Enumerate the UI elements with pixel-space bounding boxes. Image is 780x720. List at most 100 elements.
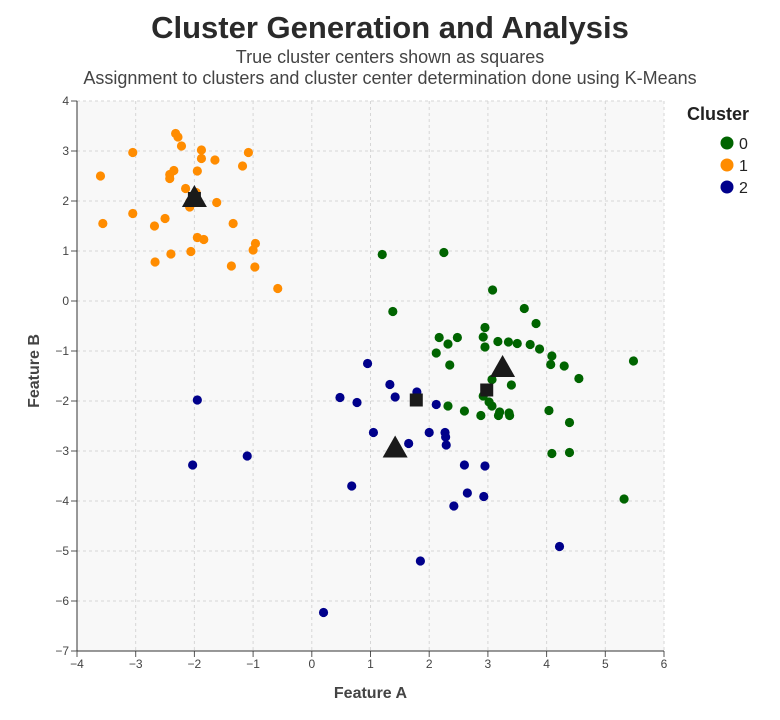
data-point-cluster-1 — [228, 218, 238, 229]
data-point-cluster-1 — [212, 197, 222, 208]
data-point-cluster-2 — [479, 491, 489, 502]
data-point-cluster-0 — [388, 306, 398, 317]
data-point-cluster-0 — [493, 336, 503, 347]
cluster-centers — [181, 185, 516, 458]
data-point-cluster-2 — [335, 392, 345, 403]
data-point-cluster-2 — [390, 392, 400, 402]
data-point-cluster-0 — [519, 303, 529, 314]
data-point-cluster-2 — [441, 440, 451, 450]
y-tick-label: −5 — [55, 544, 69, 558]
data-point-cluster-1 — [186, 246, 196, 257]
data-point-cluster-0 — [377, 249, 387, 260]
axes: −4 −3 −2 −1 0 1 2 3 4 5 6 −7 −6 −5 −4 −3 −2 −1 0 1 2 3 4 — [55, 94, 667, 671]
data-point-cluster-0 — [487, 401, 497, 411]
y-tick-label: 0 — [62, 294, 69, 308]
data-point-cluster-0 — [564, 447, 575, 458]
data-point-cluster-1 — [237, 161, 248, 171]
data-point-cluster-1 — [273, 283, 283, 294]
x-tick-label: −2 — [188, 657, 202, 671]
chart-subtitle-line-2: Assignment to clusters and cluster cente… — [83, 68, 697, 88]
data-point-cluster-2 — [424, 427, 434, 438]
data-point-cluster-0 — [452, 332, 462, 343]
data-point-cluster-1 — [180, 183, 191, 194]
x-tick-label: 3 — [485, 657, 492, 671]
data-point-cluster-1 — [98, 218, 108, 229]
data-point-cluster-1 — [166, 249, 176, 259]
data-point-cluster-1 — [196, 145, 207, 155]
data-point-cluster-0 — [493, 410, 504, 421]
data-point-cluster-0 — [443, 401, 453, 411]
data-point-cluster-2 — [431, 399, 441, 410]
data-point-cluster-0 — [434, 332, 444, 343]
x-axis-label: Feature A — [334, 685, 408, 702]
data-point-cluster-2 — [480, 461, 490, 471]
y-tick-label: −3 — [55, 444, 69, 458]
data-point-cluster-2 — [368, 427, 379, 438]
y-tick-label: 3 — [62, 144, 69, 158]
data-point-cluster-0 — [546, 359, 556, 370]
data-point-cluster-1 — [95, 171, 106, 181]
data-point-cluster-1 — [165, 173, 175, 184]
data-point-cluster-2 — [242, 451, 252, 461]
y-tick-label: −4 — [55, 494, 69, 508]
data-point-cluster-2 — [441, 432, 451, 442]
grid-lines — [76, 100, 665, 652]
data-point-cluster-2 — [352, 397, 362, 408]
data-point-cluster-0 — [531, 318, 541, 329]
x-tick-label: 1 — [367, 657, 374, 671]
data-point-cluster-2 — [192, 395, 202, 405]
data-point-cluster-1 — [128, 147, 138, 158]
x-tick-label: 5 — [602, 657, 609, 671]
data-point-cluster-1 — [210, 155, 220, 165]
data-point-cluster-2 — [459, 460, 470, 470]
kmeans-center-triangle — [490, 355, 516, 377]
data-point-cluster-2 — [362, 358, 373, 369]
x-tick-label: 2 — [426, 657, 433, 671]
x-tick-label: −3 — [129, 657, 143, 671]
data-point-cluster-2 — [188, 460, 198, 470]
data-point-cluster-1 — [149, 221, 160, 231]
data-point-cluster-0 — [443, 339, 453, 349]
x-tick-label: −1 — [246, 657, 260, 671]
legend-marker-cluster-0 — [720, 136, 734, 150]
chart-subtitle-line-1: True cluster centers shown as squares — [235, 47, 545, 67]
x-tick-label: 0 — [308, 657, 315, 671]
data-point-cluster-2 — [462, 488, 472, 498]
y-tick-label: 4 — [62, 94, 69, 108]
data-point-cluster-2 — [347, 481, 357, 491]
data-point-cluster-1 — [243, 147, 254, 158]
data-point-cluster-0 — [503, 337, 514, 347]
x-tick-label: −4 — [70, 657, 84, 671]
y-tick-label: −1 — [55, 344, 69, 358]
data-point-cluster-1 — [160, 213, 170, 224]
y-tick-label: −6 — [55, 594, 69, 608]
y-tick-label: −7 — [55, 644, 69, 658]
data-point-cluster-0 — [439, 247, 449, 258]
data-point-cluster-0 — [512, 338, 522, 349]
data-point-cluster-2 — [318, 607, 329, 618]
legend-title: Cluster — [687, 104, 749, 124]
y-axis-label: Feature B — [26, 334, 43, 408]
data-point-cluster-1 — [226, 261, 236, 271]
legend-label-cluster-0: 0 — [739, 136, 748, 153]
x-tick-label: 4 — [543, 657, 550, 671]
legend-marker-cluster-2 — [720, 180, 734, 194]
data-point-cluster-2 — [415, 556, 425, 566]
data-point-cluster-0 — [564, 417, 575, 428]
data-point-cluster-0 — [559, 361, 569, 371]
data-point-cluster-0 — [487, 374, 497, 385]
data-point-cluster-0 — [506, 380, 516, 390]
data-point-cluster-0 — [431, 348, 441, 358]
data-point-cluster-0 — [505, 410, 515, 421]
data-point-cluster-1 — [173, 132, 183, 142]
data-point-cluster-0 — [525, 339, 535, 350]
data-point-cluster-0 — [480, 322, 490, 333]
data-point-cluster-2 — [554, 541, 565, 552]
data-point-cluster-2 — [385, 379, 395, 390]
data-point-cluster-0 — [476, 410, 486, 421]
data-point-cluster-0 — [628, 356, 639, 366]
data-point-cluster-0 — [480, 342, 490, 352]
data-point-cluster-0 — [478, 332, 488, 342]
true-center-square — [409, 393, 423, 407]
data-point-cluster-2 — [449, 501, 459, 511]
